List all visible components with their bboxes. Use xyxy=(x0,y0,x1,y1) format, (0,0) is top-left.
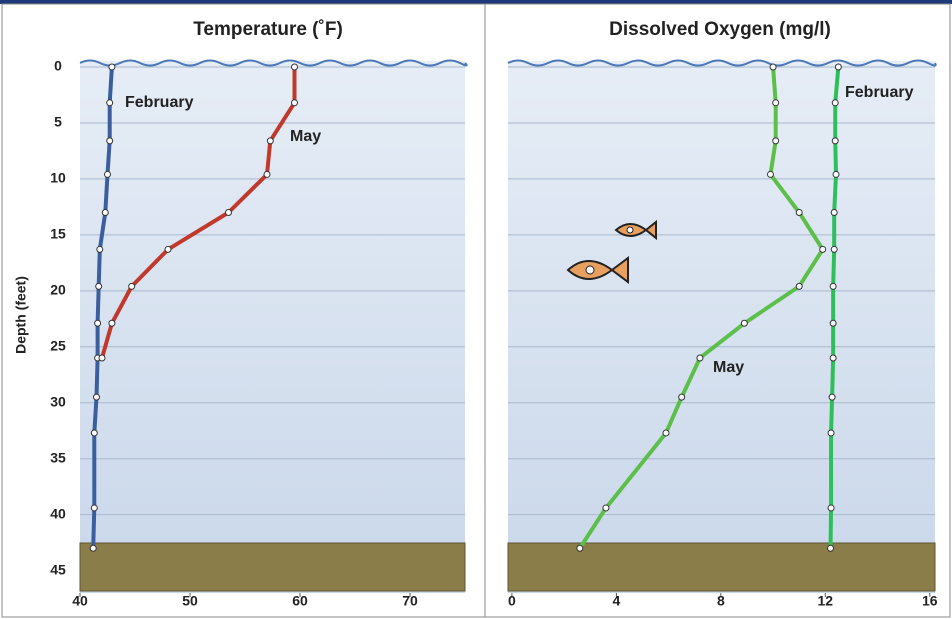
point xyxy=(679,394,685,400)
point xyxy=(264,171,270,177)
point xyxy=(828,430,834,436)
point xyxy=(796,283,802,289)
y-tick-label: 45 xyxy=(50,561,66,577)
y-tick-label: 35 xyxy=(50,449,66,465)
chart: Temperature (˚F) Dissolved Oxygen (mg/l)… xyxy=(0,0,952,619)
point xyxy=(107,100,113,106)
point xyxy=(830,355,836,361)
y-tick-label: 10 xyxy=(50,170,66,186)
series-label: February xyxy=(125,94,194,111)
point xyxy=(773,100,779,106)
y-tick-label: 30 xyxy=(50,393,66,409)
point xyxy=(832,100,838,106)
y-tick-label: 0 xyxy=(54,58,62,74)
point xyxy=(830,283,836,289)
x-tick-label: 50 xyxy=(182,593,198,609)
x-tick-label: 40 xyxy=(72,593,88,609)
series-label: February xyxy=(845,84,914,101)
point xyxy=(831,246,837,252)
ground xyxy=(508,543,935,591)
x-tick-label: 60 xyxy=(292,593,308,609)
point xyxy=(832,138,838,144)
point xyxy=(226,209,232,215)
point xyxy=(96,283,102,289)
y-tick-label: 15 xyxy=(50,226,66,242)
ground xyxy=(80,543,465,591)
y-tick-label: 5 xyxy=(54,114,62,130)
point xyxy=(828,545,834,551)
series-label: May xyxy=(290,128,321,145)
point xyxy=(828,505,834,511)
point xyxy=(91,505,97,511)
chart-title: Temperature (˚F) xyxy=(193,19,343,40)
point xyxy=(90,545,96,551)
y-tick-label: 20 xyxy=(50,282,66,298)
point xyxy=(292,64,298,70)
point xyxy=(577,545,583,551)
water xyxy=(508,61,935,593)
x-tick-label: 8 xyxy=(717,593,725,609)
y-tick-label: 25 xyxy=(50,337,66,353)
point xyxy=(91,430,97,436)
series-label: May xyxy=(713,359,744,376)
x-tick-label: 0 xyxy=(508,593,516,609)
point xyxy=(831,209,837,215)
chart-title: Dissolved Oxygen (mg/l) xyxy=(609,19,831,40)
top-bar xyxy=(0,0,952,4)
point xyxy=(99,355,105,361)
point xyxy=(833,171,839,177)
point xyxy=(107,138,113,144)
point xyxy=(741,320,747,326)
point xyxy=(129,283,135,289)
x-tick-label: 12 xyxy=(818,593,834,609)
point xyxy=(94,394,100,400)
point xyxy=(820,246,826,252)
y-tick-label: 40 xyxy=(50,505,66,521)
point xyxy=(109,64,115,70)
point xyxy=(603,505,609,511)
x-tick-label: 16 xyxy=(922,593,938,609)
point xyxy=(95,320,101,326)
point xyxy=(105,171,111,177)
point xyxy=(97,246,103,252)
point xyxy=(835,64,841,70)
point xyxy=(773,138,779,144)
point xyxy=(663,430,669,436)
point xyxy=(292,100,298,106)
y-axis-label: Depth (feet) xyxy=(13,276,29,354)
point xyxy=(796,209,802,215)
point xyxy=(109,320,115,326)
point xyxy=(770,64,776,70)
point xyxy=(830,320,836,326)
page: {"chart_data": [ {"type": "line", "title… xyxy=(0,0,952,619)
point xyxy=(829,394,835,400)
point xyxy=(102,209,108,215)
point xyxy=(267,138,273,144)
point xyxy=(697,355,703,361)
point xyxy=(767,171,773,177)
point xyxy=(165,246,171,252)
x-tick-label: 4 xyxy=(612,593,620,609)
x-tick-label: 70 xyxy=(402,593,418,609)
